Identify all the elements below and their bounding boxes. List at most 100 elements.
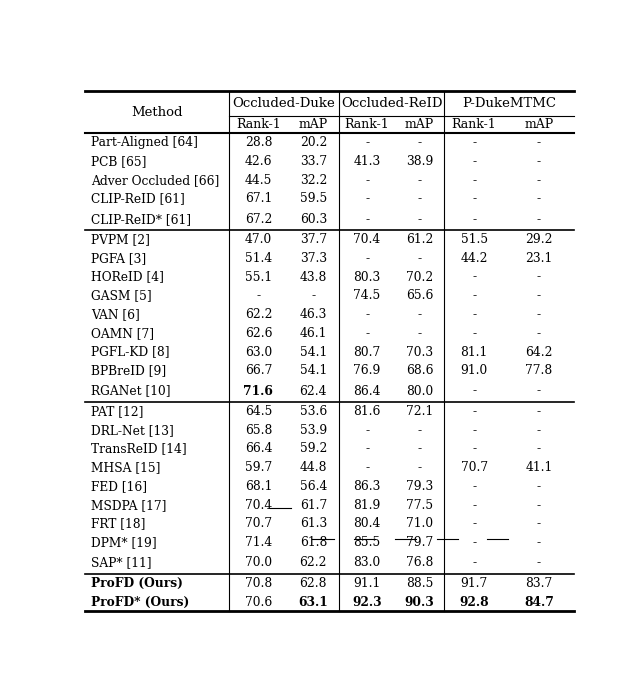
Text: 54.1: 54.1	[300, 346, 327, 359]
Text: -: -	[537, 193, 541, 206]
Text: 42.6: 42.6	[244, 155, 272, 168]
Text: 62.8: 62.8	[300, 577, 327, 590]
Text: mAP: mAP	[405, 118, 435, 131]
Text: -: -	[472, 442, 476, 455]
Text: SAP* [11]: SAP* [11]	[91, 557, 151, 569]
Text: Rank-1: Rank-1	[345, 118, 390, 131]
Text: 70.7: 70.7	[461, 461, 488, 474]
Text: 61.3: 61.3	[300, 518, 327, 531]
Text: FED [16]: FED [16]	[91, 480, 147, 493]
Text: -: -	[417, 193, 422, 206]
Text: -: -	[365, 136, 369, 149]
Text: P-DukeMTMC: P-DukeMTMC	[462, 97, 556, 110]
Text: 77.5: 77.5	[406, 499, 433, 512]
Text: 70.0: 70.0	[245, 557, 272, 569]
Text: -: -	[472, 327, 476, 339]
Text: 46.3: 46.3	[300, 308, 327, 321]
Text: 44.2: 44.2	[460, 252, 488, 265]
Text: -: -	[257, 289, 260, 302]
Text: -: -	[537, 557, 541, 569]
Text: -: -	[365, 461, 369, 474]
Text: -: -	[311, 289, 316, 302]
Text: -: -	[365, 308, 369, 321]
Text: 32.2: 32.2	[300, 174, 327, 186]
Text: 80.7: 80.7	[353, 346, 381, 359]
Text: 76.9: 76.9	[353, 364, 381, 377]
Text: 83.7: 83.7	[525, 577, 552, 590]
Text: 91.1: 91.1	[353, 577, 381, 590]
Text: 29.2: 29.2	[525, 233, 552, 246]
Text: 44.5: 44.5	[244, 174, 272, 186]
Text: 63.0: 63.0	[244, 346, 272, 359]
Text: RGANet [10]: RGANet [10]	[91, 384, 170, 397]
Text: 91.0: 91.0	[460, 364, 488, 377]
Text: -: -	[417, 174, 422, 186]
Text: 41.3: 41.3	[353, 155, 381, 168]
Text: 54.1: 54.1	[300, 364, 327, 377]
Text: PGFA [3]: PGFA [3]	[91, 252, 146, 265]
Text: 62.2: 62.2	[300, 557, 327, 569]
Text: 51.5: 51.5	[461, 233, 488, 246]
Text: 72.1: 72.1	[406, 405, 433, 418]
Text: 66.7: 66.7	[244, 364, 272, 377]
Text: -: -	[417, 442, 422, 455]
Text: -: -	[365, 193, 369, 206]
Text: 67.1: 67.1	[244, 193, 272, 206]
Text: -: -	[537, 327, 541, 339]
Text: Adver Occluded [66]: Adver Occluded [66]	[91, 174, 219, 186]
Text: -: -	[472, 536, 476, 549]
Text: Rank-1: Rank-1	[452, 118, 497, 131]
Text: -: -	[537, 518, 541, 531]
Text: 63.1: 63.1	[298, 595, 328, 609]
Text: 55.1: 55.1	[245, 270, 272, 284]
Text: 66.4: 66.4	[244, 442, 272, 455]
Text: 81.6: 81.6	[353, 405, 381, 418]
Text: 68.6: 68.6	[406, 364, 433, 377]
Text: 74.5: 74.5	[353, 289, 381, 302]
Text: -: -	[537, 270, 541, 284]
Text: 62.6: 62.6	[244, 327, 272, 339]
Text: DRL-Net [13]: DRL-Net [13]	[91, 424, 173, 437]
Text: 86.4: 86.4	[353, 384, 381, 397]
Text: 37.7: 37.7	[300, 233, 327, 246]
Text: 80.0: 80.0	[406, 384, 433, 397]
Text: 41.1: 41.1	[525, 461, 552, 474]
Text: PVPM [2]: PVPM [2]	[91, 233, 150, 246]
Text: 71.0: 71.0	[406, 518, 433, 531]
Text: -: -	[472, 270, 476, 284]
Text: 85.5: 85.5	[353, 536, 381, 549]
Text: -: -	[472, 289, 476, 302]
Text: 20.2: 20.2	[300, 136, 327, 149]
Text: -: -	[417, 308, 422, 321]
Text: -: -	[365, 442, 369, 455]
Text: -: -	[537, 289, 541, 302]
Text: 70.2: 70.2	[406, 270, 433, 284]
Text: 53.9: 53.9	[300, 424, 327, 437]
Text: -: -	[472, 193, 476, 206]
Text: -: -	[537, 174, 541, 186]
Text: -: -	[472, 308, 476, 321]
Text: 68.1: 68.1	[244, 480, 272, 493]
Text: -: -	[537, 424, 541, 437]
Text: 59.5: 59.5	[300, 193, 327, 206]
Text: 67.2: 67.2	[244, 213, 272, 226]
Text: 79.7: 79.7	[406, 536, 433, 549]
Text: -: -	[472, 405, 476, 418]
Text: 91.7: 91.7	[460, 577, 488, 590]
Text: 92.8: 92.8	[460, 595, 489, 609]
Text: 83.0: 83.0	[353, 557, 381, 569]
Text: ProFD* (Ours): ProFD* (Ours)	[91, 595, 189, 609]
Text: VAN [6]: VAN [6]	[91, 308, 140, 321]
Text: 86.3: 86.3	[353, 480, 381, 493]
Text: 44.8: 44.8	[300, 461, 327, 474]
Text: 77.8: 77.8	[525, 364, 552, 377]
Text: OAMN [7]: OAMN [7]	[91, 327, 154, 339]
Text: 70.6: 70.6	[244, 595, 272, 609]
Text: ProFD (Ours): ProFD (Ours)	[91, 577, 182, 590]
Text: 64.5: 64.5	[244, 405, 272, 418]
Text: -: -	[417, 213, 422, 226]
Text: -: -	[537, 384, 541, 397]
Text: 53.6: 53.6	[300, 405, 327, 418]
Text: -: -	[537, 136, 541, 149]
Text: 61.2: 61.2	[406, 233, 433, 246]
